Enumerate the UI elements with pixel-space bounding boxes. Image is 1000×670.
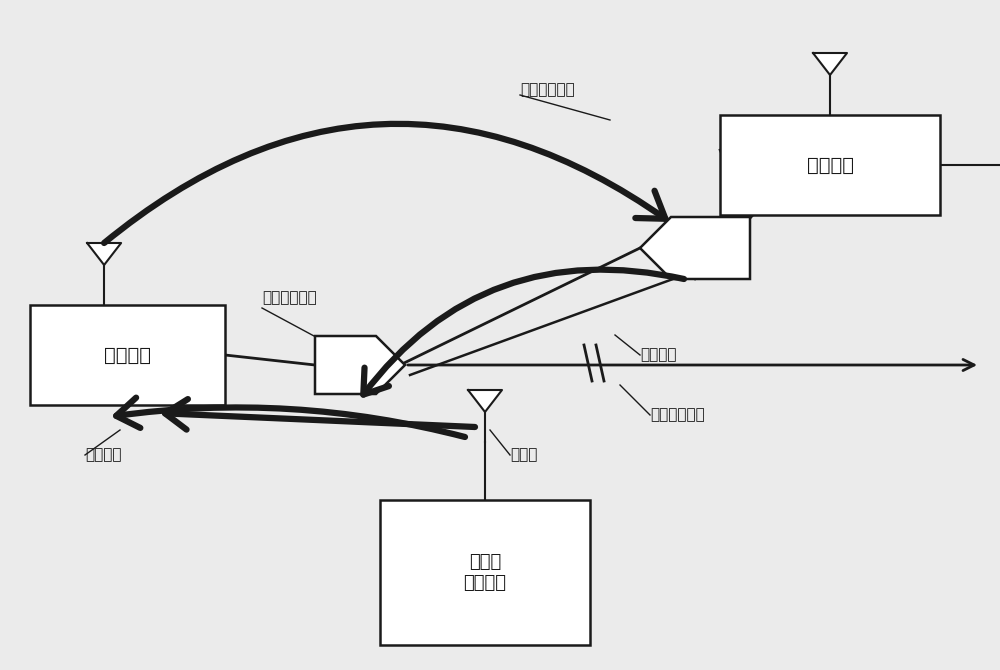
FancyArrowPatch shape [116, 398, 465, 437]
Text: １０３: １０３ [510, 448, 537, 462]
FancyArrowPatch shape [104, 124, 665, 243]
FancyArrowPatch shape [165, 399, 475, 429]
Polygon shape [813, 53, 847, 75]
Text: １０２ａ: １０２ａ [85, 448, 122, 462]
Text: １０２ｂ: １０２ｂ [640, 348, 676, 362]
FancyArrowPatch shape [363, 269, 684, 395]
Polygon shape [315, 336, 405, 394]
Text: 轉轍機
控制裝置: 轉轍機 控制裝置 [464, 553, 507, 592]
Polygon shape [468, 390, 502, 412]
Polygon shape [640, 217, 750, 279]
Bar [720, 115, 940, 215]
Polygon shape [87, 243, 121, 265]
Bar [380, 500, 590, 645]
Text: 轉轍機１０４: 轉轍機１０４ [650, 407, 705, 423]
Text: 車載裝置: 車載裝置 [104, 346, 151, 364]
Text: 車載裝置: 車載裝置 [806, 155, 854, 174]
Text: 列車１０１ｂ: 列車１０１ｂ [520, 82, 575, 98]
Text: 列車１０１ａ: 列車１０１ａ [262, 290, 317, 305]
Bar [30, 305, 225, 405]
